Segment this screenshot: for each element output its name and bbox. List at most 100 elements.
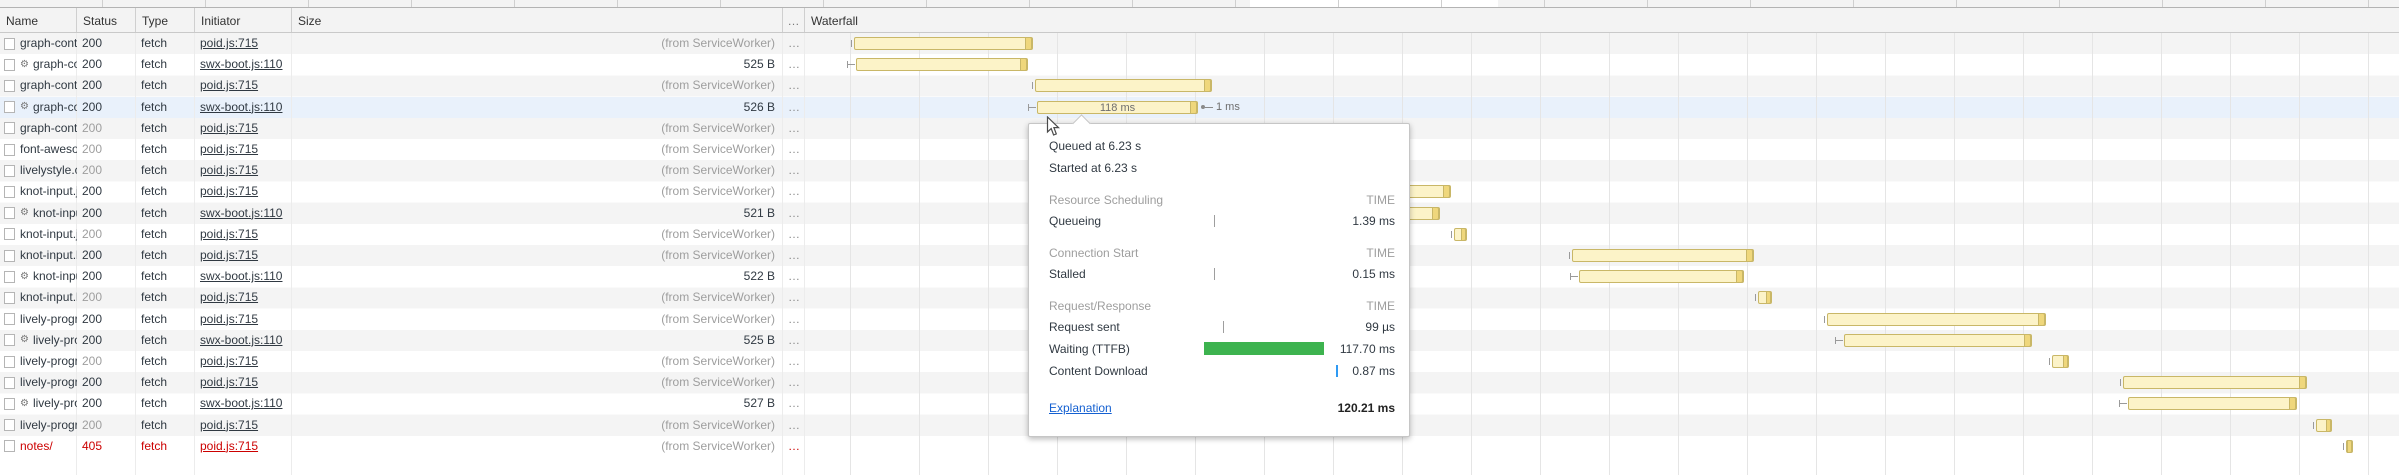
waterfall-bar[interactable] (2316, 418, 2332, 432)
column-header-size[interactable]: Size (292, 8, 783, 32)
name-cell[interactable]: ⚙knot-input.js (0, 203, 77, 224)
name-cell[interactable]: knot-input.js (0, 181, 77, 202)
request-row-graph-control.ht[interactable]: graph-control.ht… 200 fetch poid.js:715 (fro… (0, 118, 2399, 139)
initiator-link[interactable]: poid.js:715 (200, 226, 259, 241)
column-header-initiator[interactable]: Initiator (195, 8, 292, 32)
initiator-link[interactable]: poid.js:715 (200, 354, 259, 368)
name-cell[interactable]: ⚙lively-progres… (0, 330, 77, 351)
column-header-waterfall[interactable]: Waterfall (811, 14, 858, 28)
name-cell[interactable]: ⚙graph-control… (0, 97, 77, 118)
waterfall-bar[interactable] (1758, 291, 1772, 305)
waterfall-bar[interactable] (1844, 333, 2032, 347)
request-name[interactable]: graph-control.ht… (20, 78, 77, 93)
waterfall-bar[interactable] (1827, 312, 2046, 326)
name-cell[interactable]: lively-progress.h… (0, 415, 77, 436)
waterfall-bar[interactable] (2346, 439, 2353, 453)
name-cell[interactable]: graph-control.js (0, 33, 77, 54)
request-row-knot-input.ht[interactable]: ⚙knot-input.ht… 200 fetch swx-boot.js:110 52… (0, 266, 2399, 287)
request-row-lively-progress.h[interactable]: lively-progress.h… 200 fetch poid.js:715 (fr… (0, 372, 2399, 393)
name-cell[interactable]: graph-control.ht… (0, 75, 77, 96)
request-name[interactable]: graph-control.ht… (20, 120, 77, 135)
name-cell[interactable]: font-awesome.css (0, 139, 77, 160)
name-cell[interactable]: lively-progress.js (0, 351, 77, 372)
request-name[interactable]: knot-input.js (32, 205, 77, 220)
request-row-lively-progress.js[interactable]: lively-progress.js 200 fetch poid.js:715 (fr… (0, 351, 2399, 372)
column-header-name[interactable]: Name (0, 8, 77, 32)
request-row-font-awesome.css[interactable]: font-awesome.css 200 fetch poid.js:715 (from… (0, 139, 2399, 160)
request-name[interactable]: lively-progress.h… (20, 375, 77, 390)
waterfall-bar[interactable] (2123, 376, 2307, 390)
waterfall-bar[interactable] (854, 37, 1033, 50)
name-cell[interactable]: lively-progress.h… (0, 372, 77, 393)
request-name[interactable]: graph-control… (32, 57, 77, 72)
waterfall-bar[interactable] (2052, 355, 2069, 368)
name-cell[interactable]: notes/ (0, 436, 77, 457)
name-cell[interactable]: ⚙lively-progres… (0, 393, 77, 414)
request-row-knot-input.html[interactable]: knot-input.html 200 fetch poid.js:715 (from … (0, 287, 2399, 308)
request-row-knot-input.html[interactable]: knot-input.html 200 fetch poid.js:715 (from … (0, 245, 2399, 266)
initiator-link[interactable]: poid.js:715 (200, 142, 259, 156)
request-row-lively-progres[interactable]: ⚙lively-progres… 200 fetch swx-boot.js:110 5… (0, 330, 2399, 351)
initiator-link[interactable]: poid.js:715 (200, 120, 259, 135)
name-cell[interactable]: livelystyle.css (0, 160, 77, 181)
request-name[interactable]: lively-progress.js (20, 311, 77, 326)
initiator-link[interactable]: swx-boot.js:110 (200, 57, 283, 72)
request-name[interactable]: lively-progress.h… (20, 417, 77, 432)
request-name[interactable]: notes/ (20, 438, 53, 453)
waterfall-bar[interactable] (1579, 270, 1744, 284)
initiator-link[interactable]: poid.js:715 (200, 375, 259, 390)
initiator-link[interactable]: swx-boot.js:110 (200, 205, 283, 220)
name-cell[interactable]: graph-control.ht… (0, 118, 77, 139)
initiator-link[interactable]: swx-boot.js:110 (200, 269, 283, 284)
waterfall-bar[interactable]: 118 ms (1037, 100, 1198, 114)
name-cell[interactable]: knot-input.html (0, 245, 77, 266)
request-name[interactable]: lively-progres… (32, 396, 77, 411)
initiator-link[interactable]: poid.js:715 (200, 248, 259, 262)
request-name[interactable]: font-awesome.css (20, 142, 77, 156)
initiator-link[interactable]: poid.js:715 (200, 438, 259, 453)
request-row-lively-progress.js[interactable]: lively-progress.js 200 fetch poid.js:715 (fr… (0, 309, 2399, 330)
initiator-link[interactable]: swx-boot.js:110 (200, 99, 283, 114)
column-header-status[interactable]: Status (77, 8, 136, 32)
column-header-more[interactable]: … (783, 8, 805, 32)
name-cell[interactable]: knot-input.html (0, 287, 77, 308)
column-header-type[interactable]: Type (136, 8, 195, 32)
request-row-graph-control[interactable]: ⚙graph-control… 200 fetch swx-boot.js:110 52… (0, 54, 2399, 75)
request-name[interactable]: lively-progres… (32, 332, 77, 347)
request-name[interactable]: knot-input.js (20, 184, 77, 199)
name-cell[interactable]: ⚙knot-input.ht… (0, 266, 77, 287)
waterfall-bar[interactable] (1454, 227, 1467, 241)
request-row-notes[interactable]: notes/405 fetch poid.js:715 (from ServiceWo… (0, 436, 2399, 457)
request-name[interactable]: knot-input.js (20, 226, 77, 241)
initiator-link[interactable]: poid.js:715 (200, 184, 259, 199)
name-cell[interactable]: knot-input.js (0, 224, 77, 245)
waterfall-bar[interactable] (1035, 79, 1212, 93)
request-name[interactable]: graph-control… (32, 99, 77, 114)
initiator-link[interactable]: poid.js:715 (200, 290, 259, 305)
name-cell[interactable]: ⚙graph-control… (0, 54, 77, 75)
waterfall-bar[interactable] (856, 58, 1028, 72)
waterfall-bar[interactable] (2128, 397, 2297, 411)
network-overview-strip[interactable] (0, 0, 2399, 8)
name-cell[interactable]: lively-progress.js (0, 309, 77, 330)
request-name[interactable]: lively-progress.js (20, 354, 77, 368)
initiator-link[interactable]: poid.js:715 (200, 78, 259, 93)
request-row-lively-progres[interactable]: ⚙lively-progres… 200 fetch swx-boot.js:110 5… (0, 393, 2399, 414)
request-name[interactable]: graph-control.js (20, 36, 77, 50)
initiator-link[interactable]: poid.js:715 (200, 311, 259, 326)
request-row-graph-control.ht[interactable]: graph-control.ht… 200 fetch poid.js:715 (fro… (0, 75, 2399, 96)
request-row-knot-input.js[interactable]: knot-input.js 200 fetch poid.js:715 (from Se… (0, 224, 2399, 245)
initiator-link[interactable]: poid.js:715 (200, 163, 259, 178)
initiator-link[interactable]: swx-boot.js:110 (200, 396, 283, 411)
initiator-link[interactable]: swx-boot.js:110 (200, 332, 283, 347)
request-name[interactable]: livelystyle.css (20, 163, 77, 178)
initiator-link[interactable]: poid.js:715 (200, 36, 259, 50)
request-name[interactable]: knot-input.html (20, 248, 77, 262)
request-row-livelystyle.css[interactable]: livelystyle.css 200 fetch poid.js:715 (from … (0, 160, 2399, 181)
request-row-lively-progress.h[interactable]: lively-progress.h… 200 fetch poid.js:715 (fr… (0, 415, 2399, 436)
request-name[interactable]: knot-input.ht… (32, 269, 77, 284)
initiator-link[interactable]: poid.js:715 (200, 417, 259, 432)
waterfall-bar[interactable] (1572, 249, 1754, 262)
request-name[interactable]: knot-input.html (20, 290, 77, 305)
explanation-link[interactable]: Explanation (1049, 401, 1112, 415)
